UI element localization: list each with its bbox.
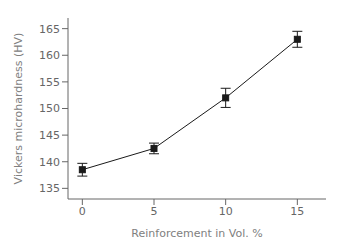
svg-text:15: 15	[290, 205, 304, 218]
svg-text:155: 155	[39, 76, 60, 89]
svg-text:145: 145	[39, 129, 60, 142]
svg-text:135: 135	[39, 182, 60, 195]
svg-text:0: 0	[79, 205, 86, 218]
svg-text:Vickers microhardness (HV): Vickers microhardness (HV)	[12, 33, 25, 185]
svg-text:140: 140	[39, 156, 60, 169]
svg-text:165: 165	[39, 23, 60, 36]
svg-text:160: 160	[39, 49, 60, 62]
svg-text:Reinforcement in Vol. %: Reinforcement in Vol. %	[131, 227, 262, 240]
svg-text:10: 10	[219, 205, 233, 218]
svg-text:5: 5	[151, 205, 158, 218]
svg-text:150: 150	[39, 102, 60, 115]
